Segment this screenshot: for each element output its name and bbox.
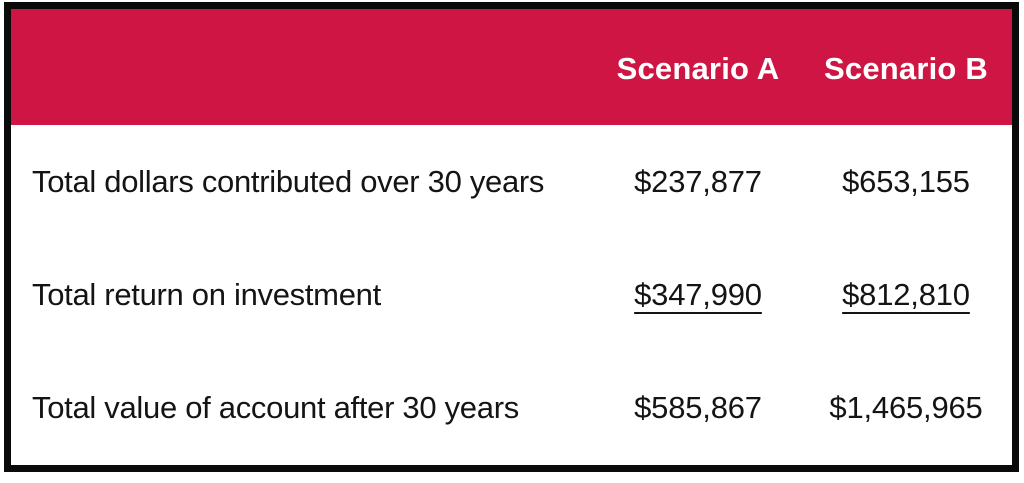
table-row-total-value: Total value of account after 30 years $5…: [11, 352, 1012, 465]
cell-scenario-b: $653,155: [842, 163, 970, 199]
cell-scenario-a: $585,867: [634, 390, 762, 426]
comparison-table: Scenario A Scenario B Total dollars cont…: [4, 2, 1019, 472]
column-header-scenario-a: Scenario A: [616, 51, 780, 86]
row-label: Total value of account after 30 years: [32, 390, 519, 426]
table-header-band: Scenario A Scenario B: [11, 9, 1012, 125]
column-header-scenario-b: Scenario B: [824, 51, 988, 86]
table-body: Total dollars contributed over 30 years …: [11, 125, 1012, 465]
row-label: Total return on investment: [32, 276, 381, 312]
cell-scenario-a: $237,877: [634, 163, 762, 199]
cell-scenario-b: $1,465,965: [829, 390, 983, 426]
cell-scenario-a: $347,990: [634, 276, 762, 312]
table-row-return: Total return on investment $347,990 $812…: [11, 238, 1012, 351]
table-row-contributed: Total dollars contributed over 30 years …: [11, 125, 1012, 238]
row-label: Total dollars contributed over 30 years: [32, 163, 545, 199]
cell-scenario-b: $812,810: [842, 276, 970, 312]
